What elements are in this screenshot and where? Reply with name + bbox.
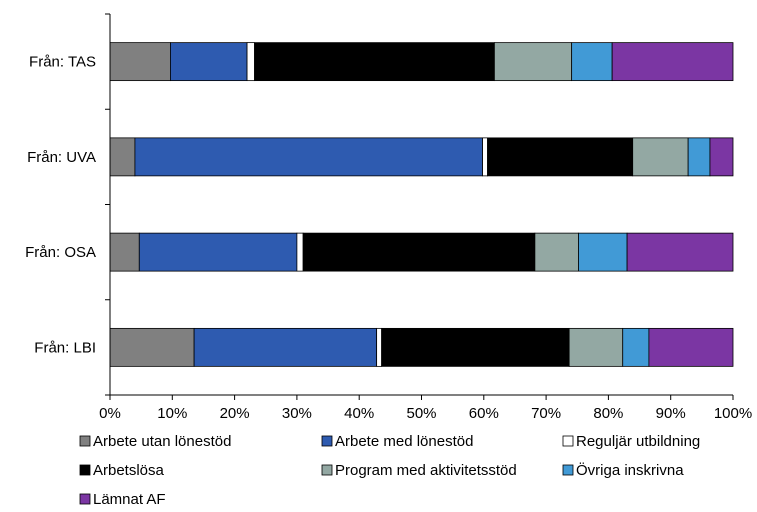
legend-label: Arbete utan lönestöd <box>93 433 231 450</box>
bar-segment <box>170 42 248 82</box>
legend-label: Övriga inskrivna <box>576 461 684 479</box>
bar-segment <box>568 327 624 367</box>
category-label: Från: OSA <box>25 244 96 261</box>
bar-segment <box>246 42 255 82</box>
category-labels: Från: TAS Från: UVA Från: OSA Från: LBI <box>25 54 96 357</box>
x-tick-label: 60% <box>469 405 499 422</box>
bar-segment <box>381 327 570 367</box>
bar-segment <box>109 137 136 177</box>
legend-label: Arbete med lönestöd <box>335 433 473 450</box>
x-tick-label: 0% <box>99 405 121 422</box>
bar-segment <box>648 327 734 367</box>
category-label: Från: TAS <box>29 54 96 71</box>
x-tick-labels: 0% 10% 20% 30% 40% 50% 60% 70% 80% 90% 100% <box>99 405 752 422</box>
bar-segment <box>632 137 689 177</box>
legend-swatch <box>321 435 333 447</box>
bar-segment <box>626 232 734 272</box>
category-label: Från: UVA <box>27 149 96 166</box>
bar-segment <box>302 232 536 272</box>
bar-segment <box>376 327 383 367</box>
bar-segment <box>109 42 171 82</box>
legend-label: Lämnat AF <box>93 491 166 508</box>
legend-label: Arbetslösa <box>93 462 165 479</box>
bar-segment <box>138 232 298 272</box>
bar-segment <box>134 137 483 177</box>
x-tick-label: 100% <box>714 405 752 422</box>
x-tick-label: 50% <box>406 405 436 422</box>
legend-label: Reguljär utbildning <box>576 433 700 450</box>
legend-swatch <box>562 435 574 447</box>
bar-segment <box>571 42 613 82</box>
legend-item: Lämnat AF <box>79 491 166 508</box>
bar-segment <box>622 327 650 367</box>
bar-segment <box>534 232 579 272</box>
legend-item: Arbete med lönestöd <box>321 433 473 450</box>
legend-swatch <box>79 493 91 505</box>
category-label: Från: LBI <box>34 339 96 356</box>
legend-item: Arbete utan lönestöd <box>79 433 231 450</box>
bar-segment <box>687 137 711 177</box>
bar-segment <box>493 42 573 82</box>
bar-segment <box>578 232 628 272</box>
bar-segment <box>109 232 140 272</box>
legend-item: Arbetslösa <box>79 462 165 479</box>
legend-item: Program med aktivitetsstöd <box>321 462 517 479</box>
x-tick-label: 40% <box>344 405 374 422</box>
legend-label: Program med aktivitetsstöd <box>335 462 517 479</box>
bar-segment <box>487 137 634 177</box>
legend-swatch <box>321 464 333 476</box>
x-tick-label: 90% <box>656 405 686 422</box>
bar-segment <box>296 232 304 272</box>
x-tick-label: 70% <box>531 405 561 422</box>
legend: Arbete utan lönestöd Arbete med lönestöd R… <box>79 433 700 508</box>
x-tick-label: 10% <box>157 405 187 422</box>
bar-segment <box>709 137 734 177</box>
bar-segment <box>611 42 734 82</box>
legend-swatch <box>562 464 574 476</box>
bar-segment <box>482 137 488 177</box>
legend-item: Reguljär utbildning <box>562 433 700 450</box>
axes-layer <box>105 13 734 400</box>
x-tick-label: 30% <box>282 405 312 422</box>
bar-segment <box>254 42 495 82</box>
legend-item: Övriga inskrivna <box>562 461 684 479</box>
x-tick-label: 80% <box>593 405 623 422</box>
bar-segment <box>193 327 378 367</box>
bar-layer <box>109 42 734 367</box>
bar-segment <box>109 327 195 367</box>
legend-swatch <box>79 435 91 447</box>
x-tick-label: 20% <box>220 405 250 422</box>
legend-swatch <box>79 464 91 476</box>
